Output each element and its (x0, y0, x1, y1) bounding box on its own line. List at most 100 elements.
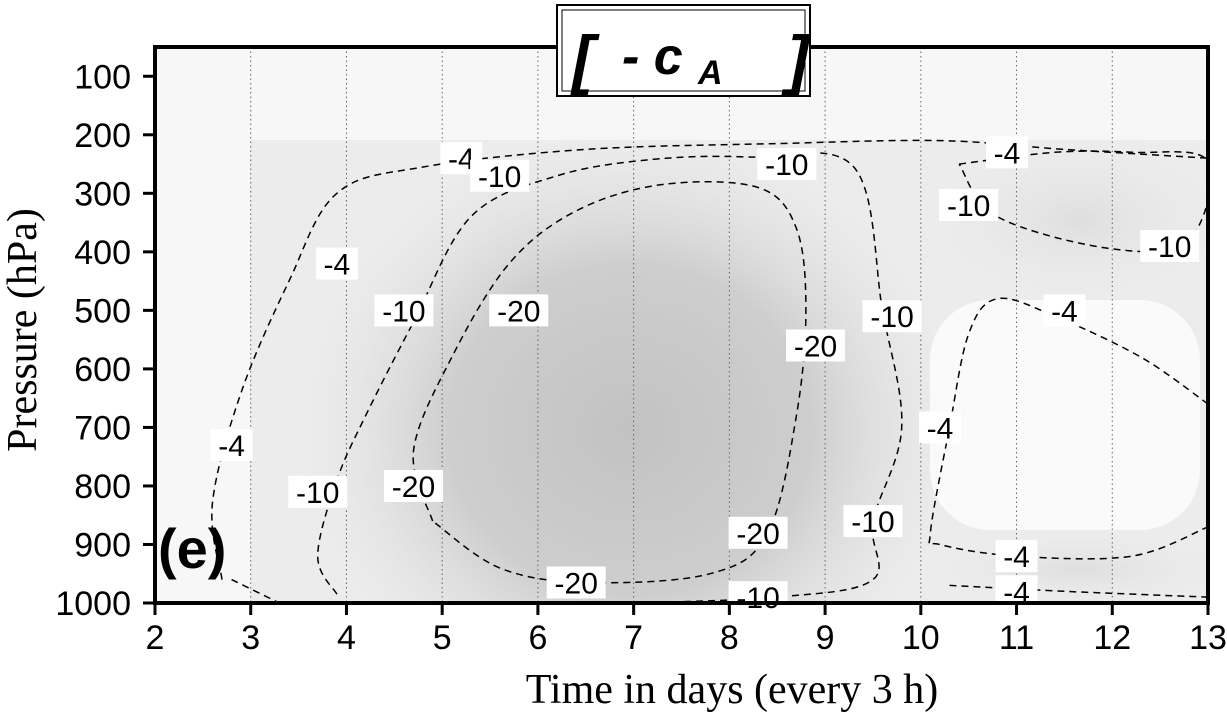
field-shading (155, 47, 1208, 603)
contour-label-bg (985, 136, 1028, 169)
x-tick-label: 10 (902, 619, 940, 657)
x-tick-label: 11 (999, 619, 1034, 657)
contour-label: -20 (546, 566, 606, 601)
contour-label-bg (786, 329, 846, 362)
contour-label-bg (843, 505, 903, 538)
x-tick-label: 8 (720, 619, 739, 657)
contour-label-text: -10 (765, 149, 808, 182)
x-tick-label: 7 (624, 619, 643, 657)
x-tick-label: 4 (337, 619, 356, 657)
x-tick-label: 2 (146, 619, 165, 657)
y-tick-label: 900 (74, 526, 131, 564)
contour-label-bg (489, 294, 549, 327)
contour-label: -10 (757, 148, 817, 182)
contour-label: -10 (374, 294, 434, 328)
y-tick-label: 1000 (55, 585, 131, 623)
contour-label-text: -10 (736, 582, 779, 615)
y-axis: 100 200 300 400 500 600 700 800 900 1000 (55, 58, 155, 623)
y-tick-label: 200 (74, 117, 131, 155)
contour-label: -10 (939, 189, 999, 223)
contour-label-text: -20 (555, 568, 598, 601)
contour-label: -20 (383, 469, 443, 504)
contour-label: -10 (862, 300, 922, 334)
x-tick-label: 12 (1093, 619, 1131, 657)
contour-label-bg (918, 411, 961, 444)
contour-label-bg (1043, 294, 1086, 327)
y-tick-label: 600 (74, 351, 131, 389)
contour-label-bg (288, 475, 348, 508)
shading-core (300, 130, 960, 603)
contour-label: -4 (985, 136, 1028, 170)
contour-label-bg (546, 566, 606, 599)
title-box-inner (561, 9, 806, 92)
contour-label-bg (939, 189, 999, 222)
contour-labels: -4-4-4 -4-4-4-4-4-10-10-10 -10-10-10-10-10… (210, 136, 1200, 615)
title-prefix: - c (622, 28, 683, 86)
contour-label: -10 (1140, 229, 1200, 264)
contour-label-text: -20 (736, 518, 779, 551)
contour-label-text: -4 (927, 412, 954, 445)
contour-label-text: -4 (324, 249, 351, 282)
contour-label-bg (1140, 229, 1200, 262)
shading-bottom-right (910, 530, 1208, 603)
contour-label: -4 (315, 247, 358, 282)
contour-label-text: -20 (794, 330, 837, 363)
x-tick-label: 3 (241, 619, 260, 657)
title-subscript: A (697, 54, 723, 92)
contour-label: -20 (728, 516, 788, 551)
contour-label-bg (470, 159, 530, 192)
y-tick-label: 400 (74, 234, 131, 272)
contour-label: -10 (843, 505, 903, 539)
y-tick-label: 300 (74, 175, 131, 213)
contour-label-text: -10 (870, 301, 913, 334)
y-tick-label: 800 (74, 468, 131, 506)
contour-label: -20 (489, 294, 549, 328)
panel-label: (e) (158, 517, 226, 580)
contour-label-text: -10 (478, 161, 521, 194)
y-tick-label: 100 (74, 58, 131, 96)
x-tick-label: 13 (1189, 619, 1227, 657)
contour-label-text: -10 (851, 506, 894, 539)
y-axis-title: Pressure (hPa) (0, 208, 46, 452)
contour-label-bg (383, 469, 443, 502)
shading-white-right (930, 300, 1200, 530)
contour-label-text: -10 (296, 477, 339, 510)
contour-line-10 (316, 151, 903, 603)
chart-title: [ - c A ] (556, 4, 811, 97)
contour-label-bg (210, 428, 253, 461)
contour-label: -10 (470, 159, 530, 194)
contour-label: -4 (1043, 294, 1086, 328)
contour-label-bg (995, 540, 1038, 573)
shading-upper-right (910, 130, 1208, 310)
contour-label-text: -10 (947, 190, 990, 223)
contour-label-text: -4 (1003, 541, 1030, 574)
x-tick-label: 6 (528, 619, 547, 657)
contour-label-text: -20 (497, 295, 540, 328)
contour-line-20 (412, 180, 807, 584)
contour-line-4 (949, 584, 1208, 598)
contour-label-bg (728, 581, 788, 614)
contour-label: -10 (728, 581, 788, 615)
contour-label-text: -4 (1051, 295, 1078, 328)
contour-label-bg (728, 516, 788, 549)
contour-label-text: -4 (994, 137, 1021, 170)
title-box (556, 4, 811, 97)
contour-label: -4 (918, 411, 961, 445)
contour-label-bg (374, 294, 434, 327)
contour-label-text: -4 (218, 430, 245, 463)
contour-label-bg (757, 148, 817, 181)
contour-label-text: -10 (382, 295, 425, 328)
x-tick-label: 5 (433, 619, 452, 657)
contour-label: -4 (210, 428, 253, 463)
x-axis: 2 3 4 5 6 7 8 9 10 11 12 13 (146, 603, 1227, 657)
contour-label-bg (315, 247, 358, 280)
contour-label: -4 (995, 540, 1038, 574)
contour-label: -20 (786, 329, 846, 363)
contour-label-text: -20 (392, 471, 435, 504)
contour-line-10 (958, 150, 1208, 253)
contour-label-bg (862, 300, 922, 333)
x-tick-label: 9 (816, 619, 835, 657)
contour-label-text: -10 (1148, 231, 1191, 264)
y-tick-label: 500 (74, 292, 131, 330)
